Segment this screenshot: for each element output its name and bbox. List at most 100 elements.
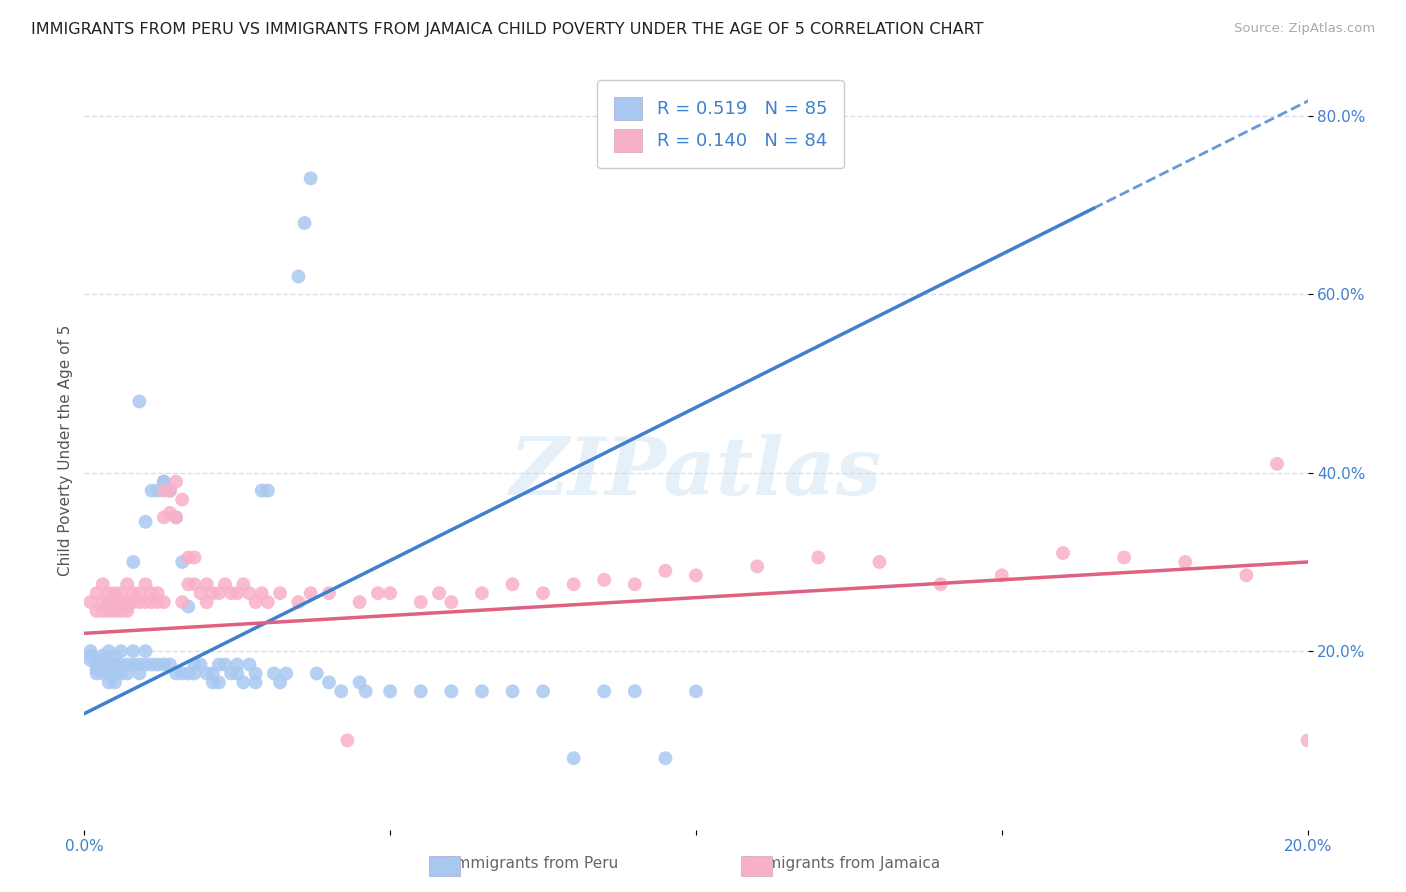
Point [159,657,181,672]
Point [128,394,150,409]
Point [367,586,389,600]
Point [91,657,114,672]
Point [269,675,291,690]
Point [153,483,176,498]
Point [624,684,647,698]
Point [238,586,260,600]
Point [349,595,371,609]
Point [122,595,145,609]
Point [165,510,187,524]
Point [219,586,242,600]
Point [593,573,616,587]
Point [146,586,169,600]
Point [654,564,676,578]
Point [1236,568,1258,582]
Point [146,595,169,609]
Text: ZIPatlas: ZIPatlas [510,434,882,512]
Point [257,595,280,609]
Point [115,595,138,609]
Point [287,269,309,284]
Point [153,475,176,489]
Point [86,662,108,676]
Point [685,568,707,582]
Point [153,657,176,672]
Point [226,666,249,681]
Point [257,483,280,498]
Point [110,595,132,609]
Point [440,684,463,698]
Point [502,577,524,591]
Point [195,595,218,609]
Point [110,666,132,681]
Point [97,644,120,658]
Point [287,595,309,609]
Point [104,586,127,600]
Legend: R = 0.519   N = 85, R = 0.140   N = 84: R = 0.519 N = 85, R = 0.140 N = 84 [598,80,844,169]
Point [318,586,340,600]
Point [869,555,891,569]
Point [104,648,127,663]
Point [232,675,254,690]
Point [79,595,101,609]
Point [195,666,218,681]
Point [245,675,267,690]
Point [991,568,1014,582]
Point [110,644,132,658]
Point [122,644,145,658]
Point [91,666,114,681]
Point [135,515,157,529]
Point [1052,546,1074,560]
Text: Immigrants from Peru: Immigrants from Peru [451,856,617,871]
Point [471,586,494,600]
Point [146,657,169,672]
Point [172,666,194,681]
Point [318,675,340,690]
Point [104,657,127,672]
Point [269,586,291,600]
Point [276,666,298,681]
Point [165,475,187,489]
Point [219,666,242,681]
Point [91,595,114,609]
Point [165,666,187,681]
Point [531,684,554,698]
Point [380,684,402,698]
Point [685,684,707,698]
Point [122,657,145,672]
Point [1265,457,1288,471]
Point [172,595,194,609]
Point [624,577,647,591]
Point [86,657,108,672]
Point [245,666,267,681]
Point [172,555,194,569]
Point [349,675,371,690]
Point [79,653,101,667]
Point [201,586,224,600]
Point [97,604,120,618]
Point [232,577,254,591]
Point [502,684,524,698]
Point [427,586,450,600]
Point [195,577,218,591]
Point [135,595,157,609]
Point [471,684,494,698]
Point [97,657,120,672]
Point [79,648,101,663]
Point [115,577,138,591]
Point [128,657,150,672]
Point [305,666,328,681]
Point [97,666,120,681]
Point [122,555,145,569]
Point [208,586,231,600]
Point [135,644,157,658]
Point [153,510,176,524]
Point [380,586,402,600]
Point [141,657,163,672]
Point [110,586,132,600]
Point [135,657,157,672]
Point [299,586,322,600]
Point [245,595,267,609]
Point [177,666,200,681]
Y-axis label: Child Poverty Under the Age of 5: Child Poverty Under the Age of 5 [58,325,73,576]
Point [135,577,157,591]
